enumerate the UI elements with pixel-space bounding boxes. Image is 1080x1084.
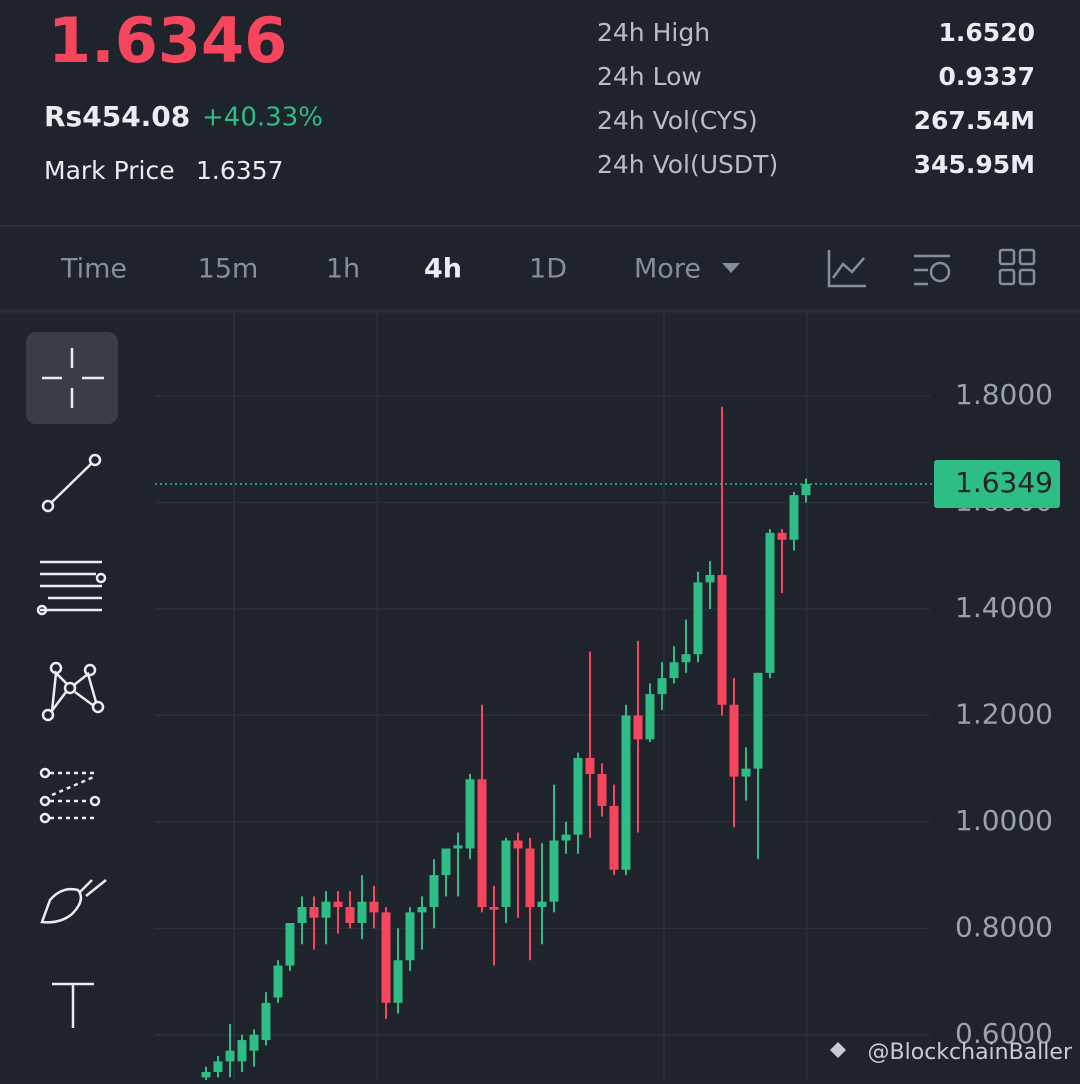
tool-selected-bg [26,332,118,424]
candle-body [213,1061,223,1073]
candle-body [525,848,535,908]
y-tick-label: 1.2000 [955,697,1053,730]
interval-tab[interactable]: 1D [529,254,567,285]
candle-body [501,840,511,908]
candle-body [333,901,343,908]
candle-body [477,779,487,908]
candle-body [357,901,367,923]
candle-body [741,768,751,777]
y-tick-label: 0.8000 [955,910,1053,943]
candle-body [537,901,547,908]
candle-body [609,805,619,870]
stat-value: 0.9337 [939,62,1035,91]
candle-body [345,907,355,923]
indicator-icon[interactable] [827,250,866,288]
watermark-logo [830,1042,846,1058]
candle-body [285,922,295,966]
fiat-price: Rs454.08 [44,100,190,133]
candle-body [465,779,475,849]
vertical-grid [233,312,808,1080]
last-price: 1.6346 [48,4,287,77]
candle-body [669,662,679,679]
candle-body [273,965,283,998]
y-tick-label: 1.0000 [955,804,1053,837]
text-tool[interactable] [52,982,94,1028]
mark-value: 1.6357 [196,156,283,185]
candle-body [321,901,331,918]
interval-tab[interactable]: 4h [424,254,462,285]
fib-tool[interactable] [39,767,101,824]
last-price-label: 1.6349 [955,466,1053,499]
more-button[interactable]: More [634,254,701,285]
y-tick-label: 1.8000 [955,378,1053,411]
candle-body [381,912,391,1003]
pattern-tool[interactable] [41,661,105,722]
candle-body [729,704,739,777]
candle-body [489,907,499,910]
drawing-tools [36,348,107,1028]
candle-body [453,845,463,849]
candle-body [429,875,439,908]
y-tick-label: 0.6000 [955,1017,1053,1050]
brush-tool[interactable] [40,879,107,924]
candle-body [237,1040,247,1062]
candle-body [693,582,703,655]
candle-body [201,1072,211,1078]
candle-body [621,715,631,870]
candle-body [225,1050,235,1062]
candle-body [297,907,307,923]
candle-body [405,912,415,961]
candle-body [789,495,799,540]
dropdown-arrow [722,263,740,273]
candle-body [633,715,643,740]
candle-body [369,901,379,913]
stat-label: 24h High [597,18,710,47]
candle-body [441,848,451,876]
stat-value: 267.54M [914,106,1035,135]
candle-body [513,840,523,849]
interval-tab[interactable]: Time [60,254,127,285]
candle-body [753,672,763,769]
interval-tab[interactable]: 1h [326,254,360,285]
candle-body [309,907,319,918]
stat-label: 24h Vol(CYS) [597,106,758,135]
candle-body [417,907,427,913]
watermark: @BlockchainBaller [868,1040,1073,1065]
candle-body [585,758,595,774]
candle-body [549,840,559,902]
stat-label: 24h Low [597,62,702,91]
candle-body [705,574,715,583]
interval-tab[interactable]: 15m [198,254,259,285]
candle-body [393,960,403,1003]
candle-body [717,574,727,705]
candle-body [597,773,607,806]
price-change: +40.33% [202,103,323,133]
candle-body [801,483,811,496]
parallel-tool[interactable] [36,560,107,616]
last-price-tag [934,459,1060,508]
candle-body [777,532,787,540]
candle-body [645,694,655,740]
stat-value: 1.6520 [939,18,1035,47]
line-tool[interactable] [41,453,102,513]
candle-body [261,1002,271,1041]
candle-body [249,1034,259,1051]
candle-body [765,532,775,673]
layout-icon[interactable] [998,248,1036,286]
stat-value: 345.95M [914,150,1035,179]
y-tick-label: 1.4000 [955,591,1053,624]
mark-label: Mark Price [44,156,175,185]
candle-body [573,758,583,835]
candle-body [681,654,691,663]
candle-body [561,834,571,841]
crosshair-tool[interactable] [42,348,104,408]
stat-label: 24h Vol(USDT) [597,150,778,179]
settings-icon[interactable] [914,254,951,286]
candle-body [657,678,667,695]
